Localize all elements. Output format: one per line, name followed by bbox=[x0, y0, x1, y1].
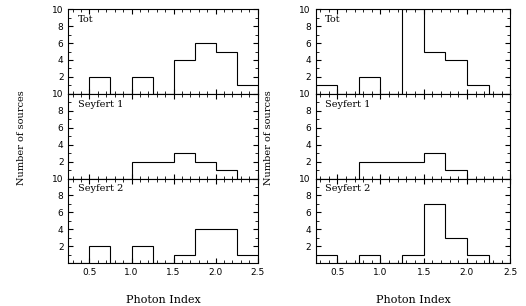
Text: Photon Index: Photon Index bbox=[376, 295, 450, 305]
Text: Number of sources: Number of sources bbox=[16, 90, 26, 185]
Text: Tot: Tot bbox=[78, 15, 94, 24]
Text: Tot: Tot bbox=[325, 15, 341, 24]
Text: Photon Index: Photon Index bbox=[126, 295, 200, 305]
Text: Seyfert 2: Seyfert 2 bbox=[325, 185, 371, 193]
Text: Number of sources: Number of sources bbox=[264, 90, 273, 185]
Text: Seyfert 1: Seyfert 1 bbox=[325, 100, 371, 109]
Text: Seyfert 2: Seyfert 2 bbox=[78, 185, 123, 193]
Text: Seyfert 1: Seyfert 1 bbox=[78, 100, 123, 109]
